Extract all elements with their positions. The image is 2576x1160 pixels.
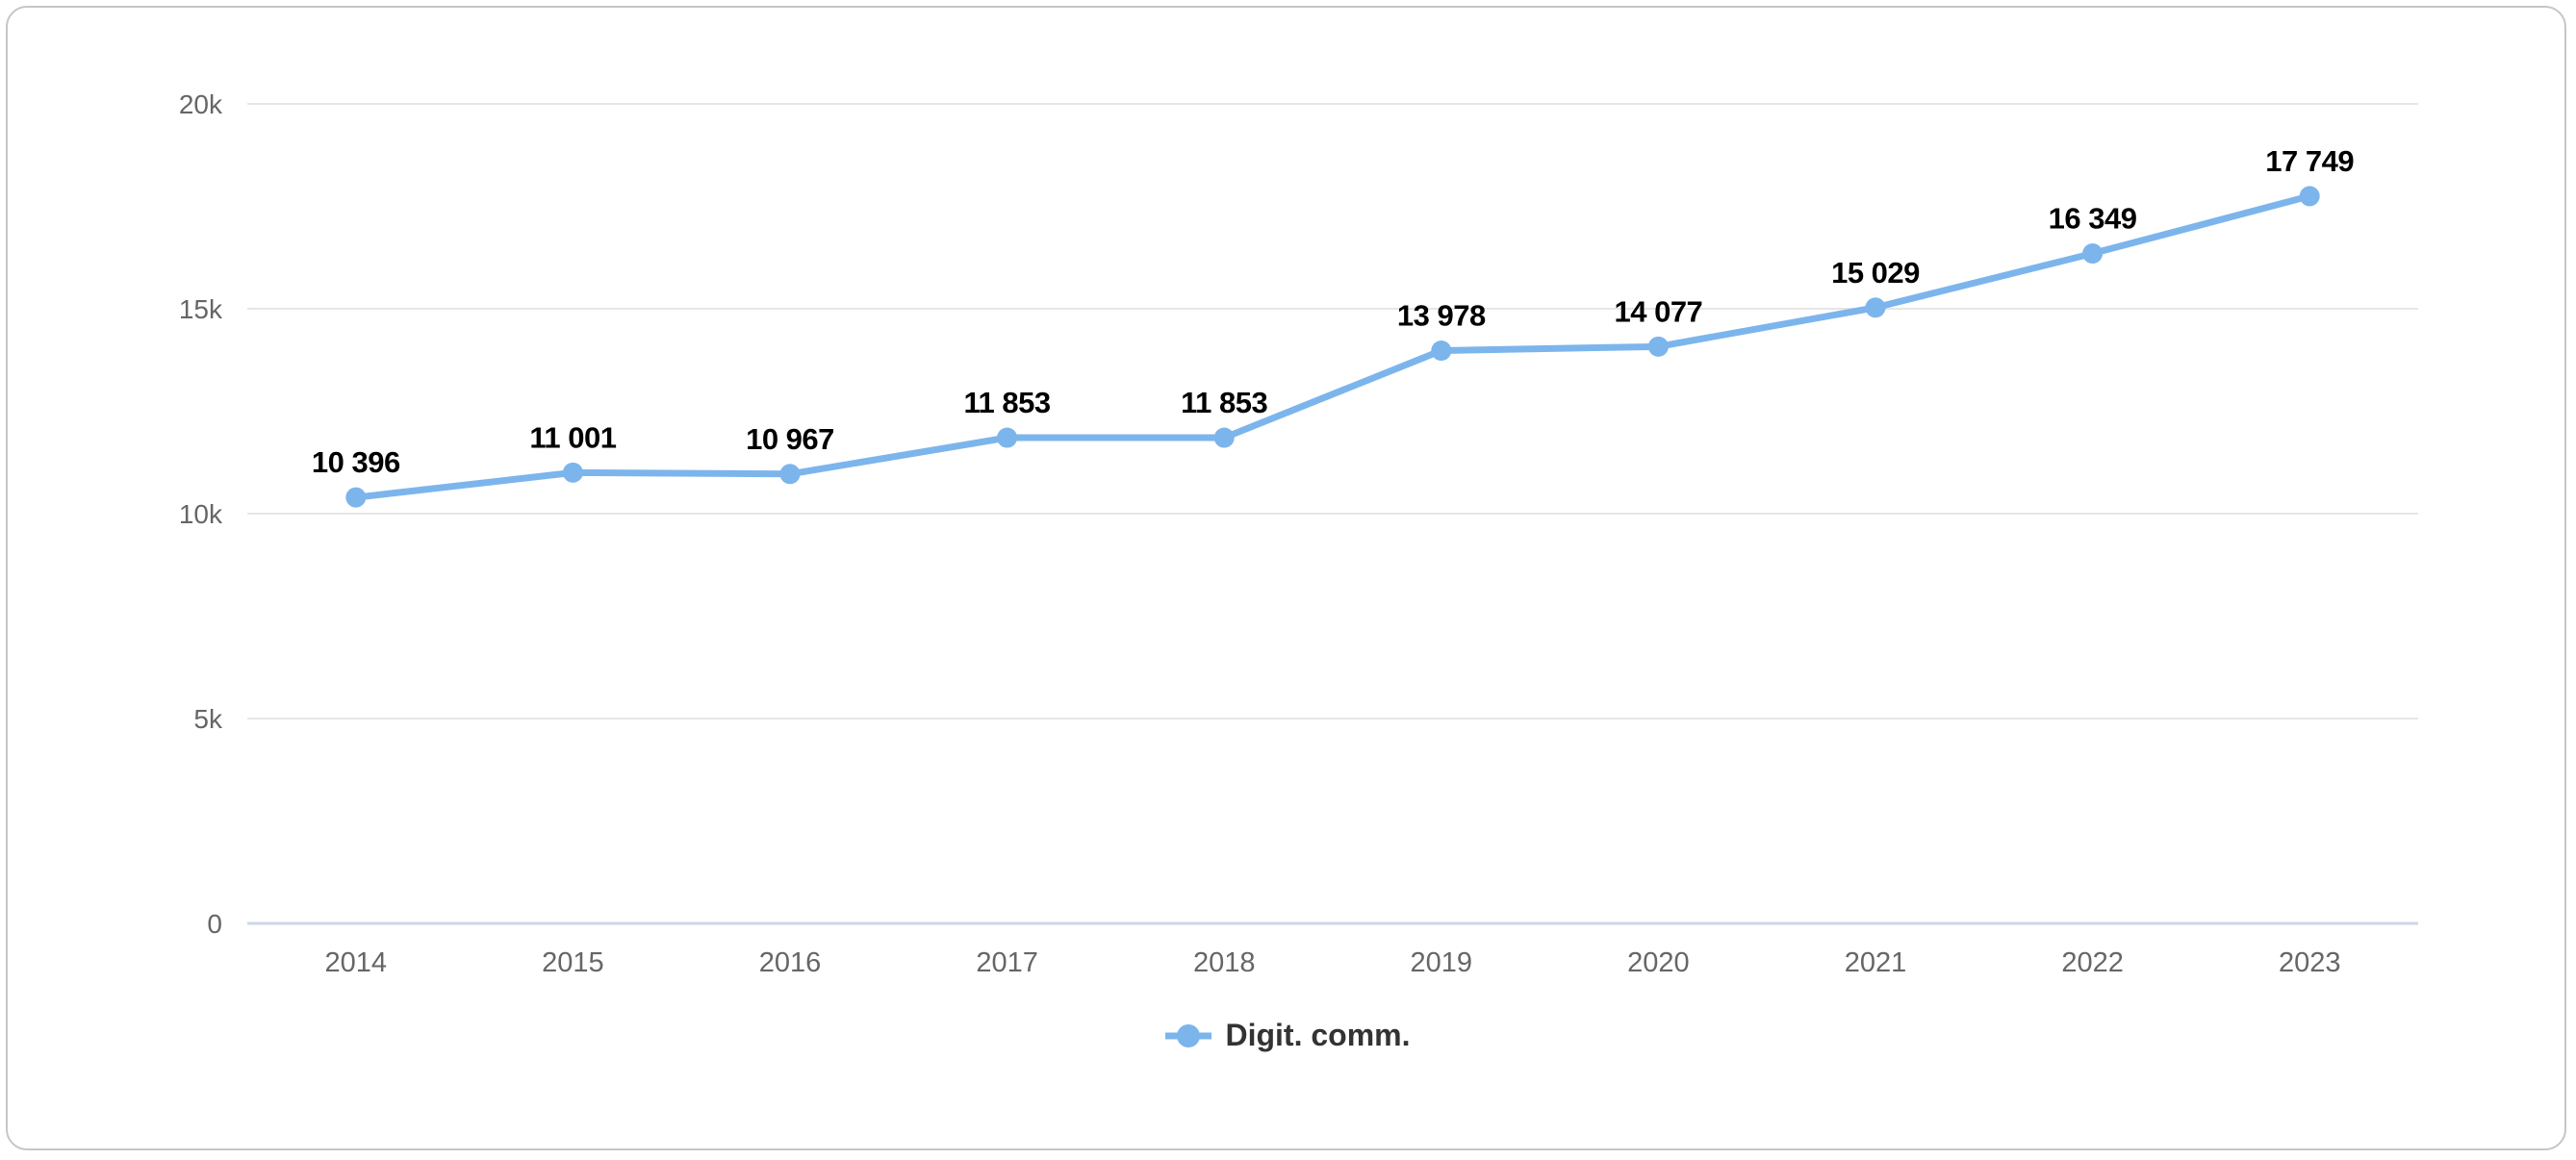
data-point-label: 11 853 [1181, 386, 1267, 419]
legend-series-marker-icon [1165, 1023, 1212, 1047]
y-axis-tick-label: 5k [193, 704, 223, 734]
data-point-label: 16 349 [2049, 202, 2137, 236]
chart-legend: Digit. comm. [0, 1018, 2576, 1053]
x-axis-tick-label: 2023 [2279, 947, 2341, 978]
y-axis-tick-label: 15k [179, 294, 223, 324]
data-point-marker[interactable] [997, 427, 1018, 448]
data-point-marker[interactable] [2299, 186, 2320, 207]
data-point-marker[interactable] [345, 487, 367, 508]
data-point-label: 11 001 [529, 420, 616, 454]
legend-series-label: Digit. comm. [1225, 1018, 1411, 1052]
x-axis-tick-label: 2018 [1193, 947, 1256, 978]
data-point-marker[interactable] [1865, 297, 1886, 318]
series-line [352, 192, 2313, 501]
x-axis-tick-label: 2020 [1627, 947, 1690, 978]
data-point-label: 14 077 [1614, 294, 1702, 328]
data-point-marker[interactable] [2082, 243, 2104, 265]
x-axis-tick-label: 2022 [2061, 947, 2124, 978]
x-axis-tick-label: 2017 [976, 947, 1038, 978]
x-axis-tick-label: 2015 [542, 947, 604, 978]
data-point-marker[interactable] [1213, 427, 1235, 448]
x-axis-tick-label: 2016 [759, 947, 822, 978]
data-point-marker[interactable] [1431, 340, 1452, 362]
data-point-label: 15 029 [1831, 256, 1920, 290]
data-point-marker[interactable] [1647, 336, 1669, 357]
y-axis-tick-label: 10k [179, 499, 223, 529]
x-axis-tick-label: 2019 [1411, 947, 1473, 978]
data-point-label: 13 978 [1397, 299, 1486, 333]
x-axis-tick-label: 2014 [325, 947, 388, 978]
legend-item-digit-comm[interactable]: Digit. comm. [1165, 1018, 1411, 1053]
data-point-label: 17 749 [2265, 144, 2354, 178]
data-point-label: 10 396 [312, 445, 400, 479]
data-point-marker[interactable] [562, 462, 583, 483]
x-axis-tick-label: 2021 [1845, 947, 1907, 978]
data-point-label: 10 967 [746, 422, 834, 456]
y-axis-tick-label: 0 [207, 909, 222, 939]
chart-card [6, 6, 2566, 1150]
data-point-label: 11 853 [964, 386, 1051, 419]
data-point-marker[interactable] [779, 464, 801, 485]
y-axis-tick-label: 20k [179, 89, 223, 119]
